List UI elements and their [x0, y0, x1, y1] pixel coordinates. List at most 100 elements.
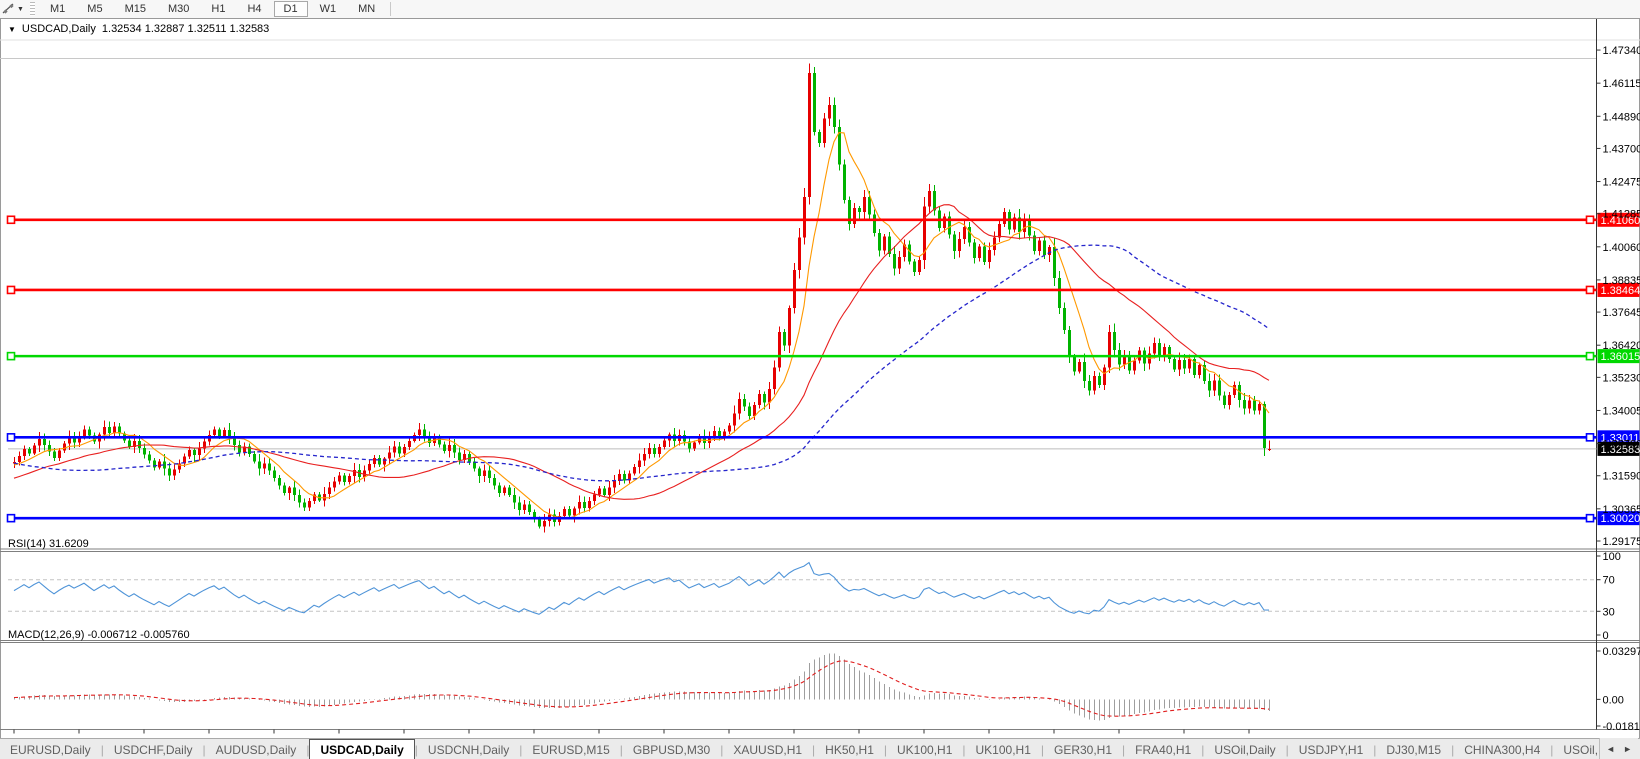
candle-body [718, 430, 721, 438]
timeframe-button-d1[interactable]: D1 [273, 1, 308, 17]
candle-body [38, 438, 41, 446]
macd-tick-label: 0.032972 [1603, 646, 1640, 658]
timeframe-button-m5[interactable]: M5 [87, 3, 103, 15]
candle-body [388, 452, 391, 459]
chart-tab-fra40-h1[interactable]: FRA40,H1 [1135, 742, 1192, 757]
timeframe-button-h1[interactable]: H1 [211, 3, 226, 15]
hline-price-text: 1.36015 [1601, 351, 1640, 363]
chart-tab-usdjpy-h1[interactable]: USDJPY,H1 [1298, 742, 1364, 757]
ma-8-line[interactable] [13, 132, 1270, 519]
candle-body [1113, 332, 1116, 350]
chart-tab-eurusd-m15[interactable]: EURUSD,M15 [532, 742, 610, 757]
candle-body [148, 454, 151, 461]
candle-body [353, 470, 356, 476]
candle-body [178, 463, 181, 470]
candle-body [1063, 307, 1066, 331]
chart-tab-audusd-daily[interactable]: AUDUSD,Daily [215, 742, 297, 757]
hline-price-text: 1.41060 [1601, 215, 1640, 227]
chart-tab-uk100-h1[interactable]: UK100,H1 [897, 742, 953, 757]
timeframe-button-mn[interactable]: MN [358, 3, 376, 15]
candle-body [28, 448, 31, 454]
candle-body [1088, 380, 1091, 391]
candle-body [1133, 360, 1136, 371]
price-tick-label: 1.34005 [1603, 405, 1640, 417]
chart-tab-uk100-h1[interactable]: UK100,H1 [975, 742, 1031, 757]
timeframe-button-m30[interactable]: M30 [167, 3, 190, 15]
hline-handle[interactable] [6, 433, 16, 442]
candle-body [888, 236, 891, 254]
candle-body [573, 508, 576, 516]
price-tick-label: 1.35230 [1603, 372, 1640, 384]
price-tick-label: 1.37645 [1603, 307, 1640, 319]
hline-handle[interactable] [6, 285, 16, 295]
candle-body [113, 426, 116, 433]
candle-body [753, 405, 756, 416]
chart-tab-xauusd-h1[interactable]: XAUUSD,H1 [733, 742, 803, 757]
candle-body [1043, 240, 1046, 256]
price-tick-label: 1.36420 [1603, 340, 1640, 352]
candle-body [523, 504, 526, 511]
hline-handle[interactable] [1585, 215, 1595, 225]
hline-handle[interactable] [6, 513, 16, 523]
price-tick-label: 1.47340 [1603, 45, 1640, 57]
chart-tab-usoil-daily[interactable]: USOil,Daily [1214, 742, 1276, 757]
candle-body [588, 501, 591, 508]
chart-tab-usdcnh-daily[interactable]: USDCNH,Daily [427, 742, 510, 757]
candle-body [278, 478, 281, 486]
chart-tab-usoil-h4[interactable]: USOil,H4 [1563, 742, 1598, 757]
candle-body [1168, 347, 1171, 360]
chart-tab-usdcad-daily[interactable]: USDCAD,Daily [309, 739, 415, 759]
candle-body [843, 164, 846, 200]
toolbar-dropdown-icon[interactable]: ▼ [17, 5, 24, 13]
price-tick-label: 1.44890 [1603, 111, 1640, 123]
candle-body [853, 207, 856, 225]
candle-body [43, 438, 46, 446]
price-tick-label: 1.31590 [1603, 471, 1640, 483]
chart-tab-hk50-h1[interactable]: HK50,H1 [825, 742, 874, 757]
candle-body [1033, 235, 1036, 252]
chart-window: 1.41060 1.38464 1.36015 1.33011 1.30020 1.325… [0, 18, 1640, 756]
tab-scroll-left-icon[interactable]: ◄ [1606, 743, 1616, 754]
candle-body [363, 470, 366, 477]
timeframe-button-m1[interactable]: M1 [50, 3, 66, 15]
hline-handle[interactable] [6, 351, 16, 361]
chart-tab-china300-h4[interactable]: CHINA300,H4 [1464, 742, 1541, 757]
candle-body [748, 406, 751, 416]
hline-handle[interactable] [1585, 285, 1595, 295]
candle-body [788, 307, 791, 346]
chart-tab-dj30-m15[interactable]: DJ30,M15 [1386, 742, 1442, 757]
candle-body [643, 453, 646, 461]
candle-body [908, 244, 911, 262]
hline-handle[interactable] [6, 215, 16, 225]
hline-handle[interactable] [1585, 513, 1595, 523]
chart-plot-area[interactable] [0, 38, 1596, 549]
tab-separator: | [1122, 742, 1126, 757]
chart-tab-usdchf-daily[interactable]: USDCHF,Daily [113, 742, 193, 757]
candle-body [1243, 399, 1246, 409]
price-tick-label: 1.38835 [1603, 275, 1640, 287]
chart-dropdown-icon[interactable]: ▼ [8, 24, 16, 34]
chart-tabs: EURUSD,Daily | USDCHF,Daily | AUDUSD,Daily | U… [0, 739, 1598, 759]
chart-tab-ger30-h1[interactable]: GER30,H1 [1054, 742, 1113, 757]
tab-scroll-right-icon[interactable]: ► [1623, 743, 1632, 754]
tab-separator: | [519, 742, 523, 757]
chart-tab-gbpusd-m30[interactable]: GBPUSD,M30 [632, 742, 711, 757]
chart-symbol-label: USDCAD,Daily [21, 23, 96, 35]
hline-handle[interactable] [1585, 433, 1595, 442]
candle-body [1223, 395, 1226, 406]
timeframe-button-w1[interactable]: W1 [319, 3, 337, 15]
candle-body [383, 458, 386, 465]
hline-price-box [1597, 349, 1640, 364]
chart-tab-eurusd-daily[interactable]: EURUSD,Daily [10, 742, 91, 757]
timeframe-button-h4[interactable]: H4 [247, 3, 262, 15]
chart-canvas[interactable]: 1.41060 1.38464 1.36015 1.33011 1.30020 1.325… [0, 18, 1640, 759]
ma-30-line[interactable] [13, 204, 1270, 500]
candle-body [983, 246, 986, 262]
hline-handle[interactable] [1585, 351, 1595, 361]
candle-body [108, 426, 111, 433]
candle-body [978, 246, 981, 258]
ma-65-line[interactable] [13, 244, 1270, 482]
timeframe-button-m15[interactable]: M15 [124, 3, 146, 15]
line-studies-icon[interactable]: ▼ [0, 1, 26, 17]
candle-body [763, 393, 766, 403]
